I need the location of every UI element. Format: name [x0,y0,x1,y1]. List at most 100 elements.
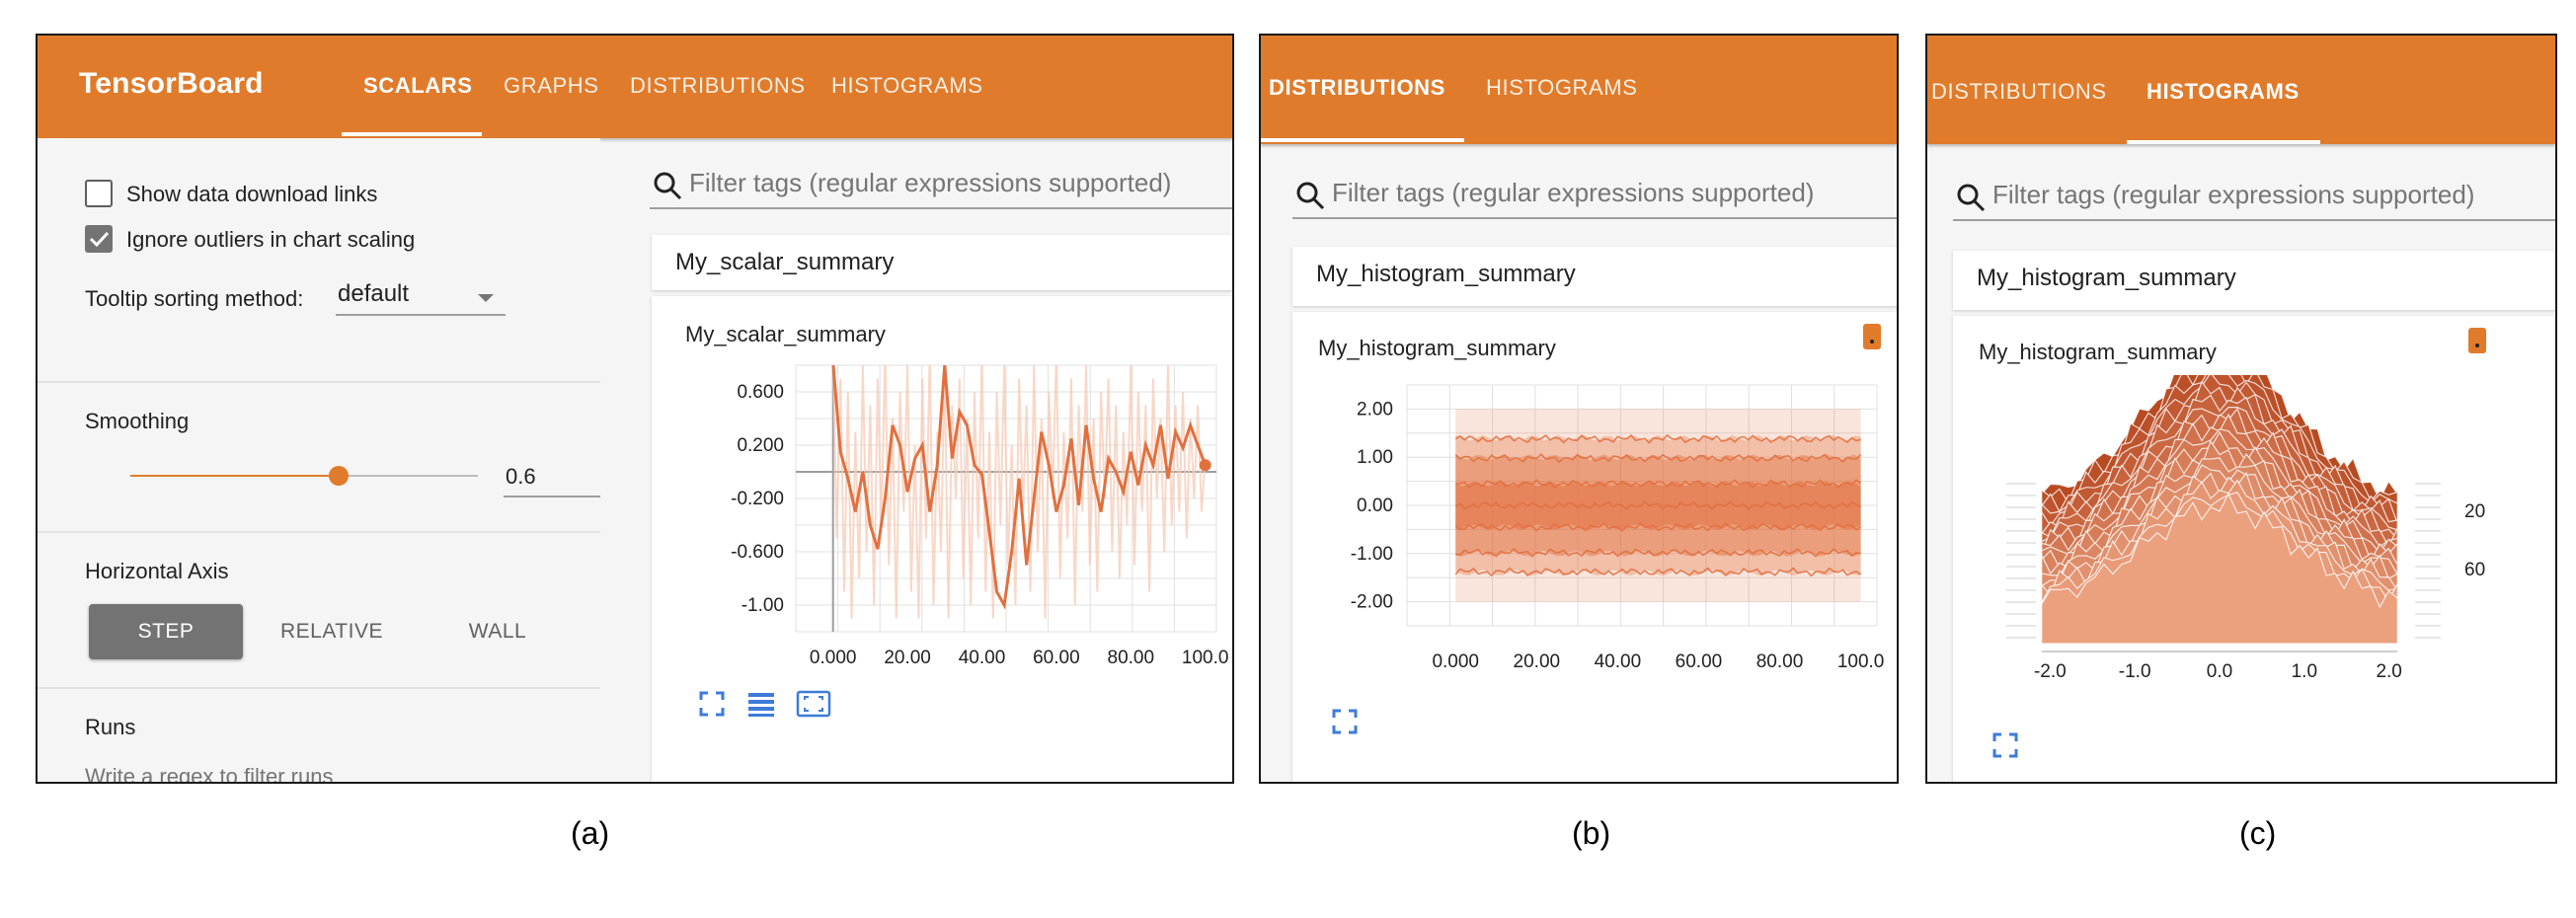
smoothing-label: Smoothing [85,409,190,433]
y-tick-label: -0.200 [731,489,784,509]
fullscreen-icon[interactable] [697,689,727,719]
tab-histograms[interactable]: HISTOGRAMS [1486,75,1638,100]
tag-filter-input[interactable]: Filter tags (regular expressions support… [1292,170,1897,219]
display-options: Show data download links Ignore outliers… [38,138,600,383]
runs-label: Runs [85,715,136,739]
y-tick-label: -1.00 [1351,544,1393,565]
scalar-chart-card: My_scalar_summary 0.600 0.200 -0.200 -0.600… [652,296,1234,782]
tag-group-header[interactable]: My_scalar_summary [652,235,1232,290]
horizontal-axis-label: Horizontal Axis [85,559,229,583]
tooltip-sorting-label: Tooltip sorting method: [85,286,304,311]
search-icon [1296,182,1325,210]
smoothing-value-input[interactable]: 0.6 [504,458,600,497]
y-tick-label: 2.00 [1357,399,1393,420]
x-tick-label: 80.00 [1108,648,1155,668]
tag-group-title: My_histogram_summary [1316,261,1576,287]
tag-group-header[interactable]: My_histogram_summary [1292,247,1897,306]
y-tick-label: 0.00 [1357,496,1393,516]
show-download-links-label: Show data download links [126,182,378,206]
percentile-line [1455,479,1862,489]
axis-wall-button[interactable]: WALL [468,620,527,643]
percentile-line [1454,433,1861,444]
smoothing-section: Smoothing 0.6 [38,383,600,533]
search-icon [1957,184,1986,212]
last-point-marker [1199,459,1211,472]
percentile-line [1454,453,1862,464]
ignore-outliers-checkbox[interactable] [85,225,113,253]
top-toolbar: TensorBoard SCALARS GRAPHS DISTRIBUTIONS… [38,36,1232,138]
runs-filter-input[interactable]: Write a regex to filter runs [85,760,600,784]
chart-title: My_histogram_summary [1979,340,2217,364]
x-tick-label: 80.00 [1756,651,1804,672]
show-download-links-checkbox[interactable] [85,180,113,207]
histograms-panel: DISTRIBUTIONS HISTOGRAMS Filter tags (re… [1925,34,2557,784]
distribution-chart-card: My_histogram_summary 2.00 1.00 0.00 -1.00 -2… [1292,312,1899,782]
percentile-line [1454,522,1862,532]
tab-distributions[interactable]: DISTRIBUTIONS [1269,75,1445,100]
active-tab-indicator [2127,140,2320,144]
tag-filter-input[interactable]: Filter tags (regular expressions support… [650,160,1232,209]
fullscreen-icon[interactable] [1330,707,1360,736]
x-tick-label: 0.000 [1432,651,1479,672]
axis-relative-button[interactable]: RELATIVE [280,620,383,643]
fullscreen-icon[interactable] [1991,730,2020,760]
percentile-line [1455,547,1861,558]
fit-domain-icon[interactable] [796,689,831,719]
y-tick-label: 0.600 [737,382,784,403]
caption-a: (a) [571,815,610,851]
chart-title: My_histogram_summary [1318,336,1556,360]
search-icon [654,172,682,200]
axis-step-button[interactable]: STEP [89,604,243,659]
active-tab-indicator [342,132,482,136]
smoothing-slider-fill [130,475,340,477]
tooltip-sorting-value: default [338,280,410,307]
tab-graphs[interactable]: GRAPHS [504,73,599,98]
tag-filter-placeholder: Filter tags (regular expressions support… [1332,178,1815,207]
x-tick-label: -2.0 [2034,661,2067,682]
top-toolbar: DISTRIBUTIONS HISTOGRAMS [1261,36,1897,144]
x-tick-label: 40.00 [1595,651,1642,672]
horizontal-axis-section: Horizontal Axis STEP RELATIVE WALL [38,533,600,689]
x-tick-label: 0.0 [2207,661,2232,682]
run-indicator-icon[interactable] [2468,328,2486,353]
distribution-chart[interactable]: 2.00 1.00 0.00 -1.00 -2.00 0.000 20.00 40.00 60.… [1292,371,1899,697]
active-tab-indicator [1261,138,1464,142]
run-indicator-icon[interactable] [1863,324,1881,349]
tooltip-sorting-select[interactable]: default [336,276,506,316]
x-tick-label: 40.00 [959,648,1006,668]
tag-filter-input[interactable]: Filter tags (regular expressions support… [1953,172,2555,221]
histogram-chart-card: My_histogram_summary -2.0 -1.0 0.0 1.0 2.0 20… [1953,316,2557,782]
ignore-outliers-label: Ignore outliers in chart scaling [126,227,416,252]
x-tick-label: 60.00 [1676,651,1723,672]
histogram-chart[interactable]: -2.0 -1.0 0.0 1.0 2.0 20 60 [1953,375,2557,711]
scalar-chart[interactable]: 0.600 0.200 -0.200 -0.600 -1.00 0.000 20.00 40.… [652,355,1234,677]
tab-distributions[interactable]: DISTRIBUTIONS [630,73,806,98]
smoothing-value: 0.6 [506,464,536,489]
x-tick-label: 20.00 [1514,651,1561,672]
runs-section: Runs Write a regex to filter runs [38,689,600,784]
percentile-line [1454,500,1862,510]
distribution-band [1455,481,1861,530]
smoothing-slider-handle[interactable] [329,466,350,486]
top-toolbar: DISTRIBUTIONS HISTOGRAMS [1927,36,2555,144]
raw-series-line [831,365,1207,619]
y-tick-label: 0.200 [737,435,784,456]
y-tick-label: -1.00 [742,595,784,616]
x-tick-label: 100.0 [1837,651,1885,672]
tab-distributions[interactable]: DISTRIBUTIONS [1931,79,2107,104]
tag-group-header[interactable]: My_histogram_summary [1953,251,2555,310]
tab-histograms[interactable]: HISTOGRAMS [2147,79,2300,104]
x-tick-label: -1.0 [2119,661,2151,682]
toggle-data-icon[interactable] [746,689,776,719]
y-tick-label: 60 [2464,560,2485,580]
check-icon [89,231,110,248]
tab-scalars[interactable]: SCALARS [363,73,473,98]
tag-group-title: My_scalar_summary [675,249,895,275]
distributions-panel: DISTRIBUTIONS HISTOGRAMS Filter tags (re… [1259,34,1899,784]
tab-histograms[interactable]: HISTOGRAMS [831,73,983,98]
tag-filter-placeholder: Filter tags (regular expressions support… [689,168,1172,197]
runs-filter-placeholder: Write a regex to filter runs [85,764,334,784]
app-title: TensorBoard [79,67,264,100]
chevron-down-icon [478,294,494,302]
caption-b: (b) [1572,815,1611,851]
